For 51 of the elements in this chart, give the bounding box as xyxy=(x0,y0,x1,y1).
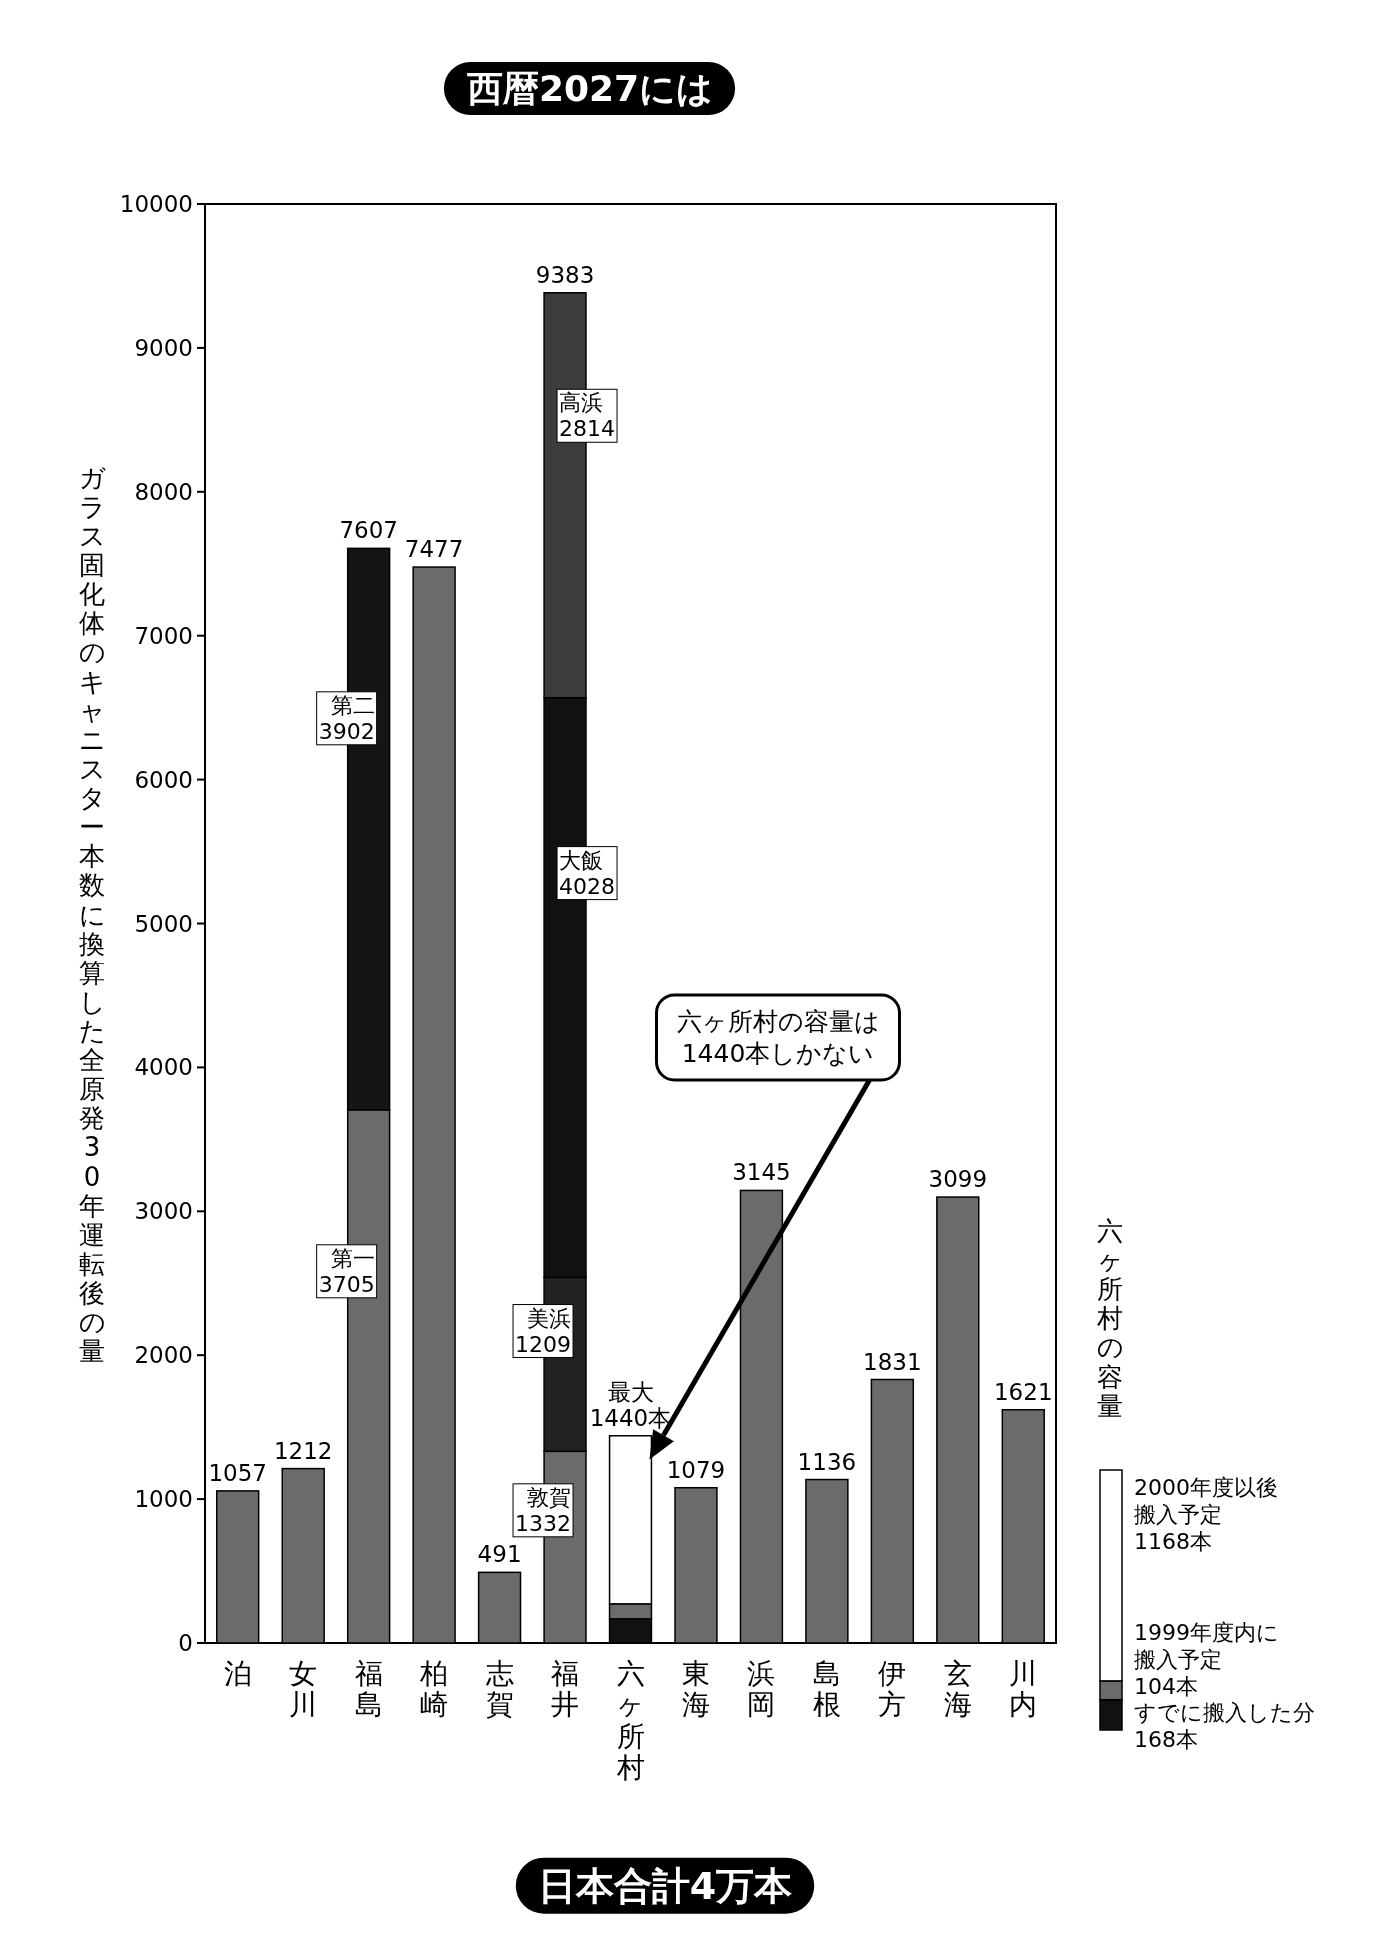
total-label: 1212 xyxy=(273,1437,333,1464)
x-tick-label: 島根 xyxy=(812,1657,841,1722)
x-tick-label: 東海 xyxy=(681,1657,710,1722)
total-label: 1136 xyxy=(797,1448,857,1475)
y-tick-label: 4000 xyxy=(134,1054,193,1081)
total-label: 7607 xyxy=(339,517,398,544)
y-tick-label: 8000 xyxy=(134,478,193,505)
x-tick-label: 志賀 xyxy=(485,1657,514,1722)
y-tick-label: 5000 xyxy=(134,910,193,937)
total-label: 3145 xyxy=(732,1159,791,1186)
x-tick-label: 柏崎 xyxy=(419,1657,449,1722)
y-tick-label: 2000 xyxy=(134,1342,193,1369)
text: ガラス固化体のキャニスター本数に換算した全原発30年運転後の量 xyxy=(78,462,106,1367)
text: 1999年度内に搬入予定104本 xyxy=(1134,1620,1279,1699)
x-tick-label: 福島 xyxy=(354,1657,383,1722)
x-tick-label: 浜岡 xyxy=(747,1657,776,1722)
data-label: 第一3705 xyxy=(318,1245,375,1297)
total-label: 最大1440本 xyxy=(589,1378,672,1431)
x-tick-label: 福井 xyxy=(551,1657,580,1722)
legend-title: 六ヶ所村の容量 xyxy=(1096,1216,1124,1421)
y-tick-label: 0 xyxy=(178,1630,193,1656)
y-tick-label: 10000 xyxy=(119,191,193,217)
total-label: 7477 xyxy=(404,536,464,563)
total-label: 3099 xyxy=(928,1166,988,1193)
y-tick-label: 9000 xyxy=(134,334,193,361)
data-label: 大飯4028 xyxy=(559,847,616,899)
total-label: 9383 xyxy=(535,261,595,288)
total-label: 1057 xyxy=(208,1459,267,1486)
text: すでに搬入した分168本 xyxy=(1134,1700,1315,1752)
data-label: 第二3902 xyxy=(318,692,375,744)
y-tick-label: 1000 xyxy=(134,1486,193,1513)
x-tick-label: 六ヶ所村 xyxy=(615,1657,645,1785)
text: 日本合計4万本 xyxy=(537,1863,793,1908)
text: 2000年度以後搬入予定1168本 xyxy=(1134,1475,1278,1554)
annotation: 六ヶ所村の容量は1440本しかない xyxy=(676,1007,880,1068)
y-tick-label: 6000 xyxy=(134,766,193,793)
total-label: 1079 xyxy=(666,1456,726,1483)
data-label: 高浜2814 xyxy=(559,390,616,442)
total-label: 1621 xyxy=(994,1378,1053,1405)
chart-title: 西暦2027には xyxy=(465,67,714,109)
x-tick-label: 玄海 xyxy=(943,1657,972,1722)
total-label: 1831 xyxy=(863,1348,922,1375)
y-tick-label: 7000 xyxy=(134,622,193,649)
x-tick-label: 泊 xyxy=(223,1657,252,1690)
x-tick-label: 伊方 xyxy=(878,1657,907,1722)
y-tick-label: 3000 xyxy=(134,1198,193,1225)
data-label: 美浜1209 xyxy=(515,1305,572,1357)
x-tick-label: 川内 xyxy=(1009,1657,1038,1722)
total-label: 491 xyxy=(477,1541,522,1568)
data-label: 敦賀1332 xyxy=(515,1484,572,1536)
x-tick-label: 女川 xyxy=(289,1657,318,1722)
